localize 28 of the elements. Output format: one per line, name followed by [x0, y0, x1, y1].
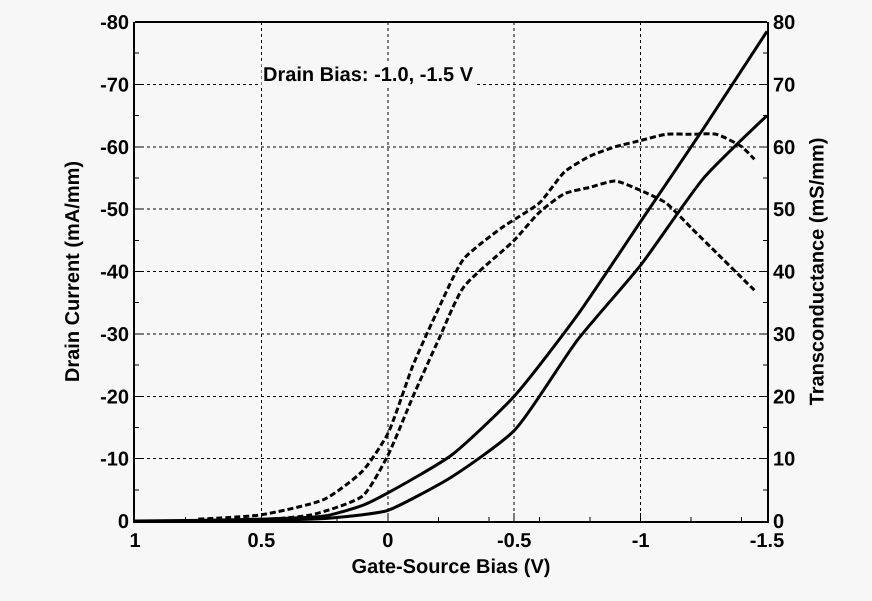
- y-tick-label: -80: [100, 12, 129, 34]
- x-tick-label: -1: [632, 530, 650, 552]
- y2-tick-label: 0: [773, 511, 784, 533]
- y2-tick-label: 80: [773, 12, 796, 34]
- y2-tick-label: 40: [773, 262, 796, 284]
- y2-axis-title: Transconductance (mS/mm): [806, 138, 828, 406]
- x-tick-label: 0: [382, 530, 394, 552]
- x-tick-label: -1.5: [750, 530, 784, 552]
- y2-tick-label: 10: [773, 448, 796, 471]
- y2-tick-label: 50: [773, 199, 796, 222]
- y2-tick-label: 30: [773, 324, 796, 346]
- y-tick-label: -20: [100, 386, 129, 408]
- x-tick-label: 0.5: [247, 530, 276, 552]
- x-tick-label: -0.5: [496, 530, 532, 552]
- y-tick-label: -30: [100, 324, 129, 346]
- y-tick-label: 0: [118, 511, 129, 533]
- x-tick-label: 1: [129, 530, 141, 552]
- x-axis-title: Gate-Source Bias (V): [352, 556, 550, 578]
- y2-tick-label: 70: [773, 74, 796, 96]
- annotation: Drain Bias: -1.0, -1.5 V: [263, 64, 474, 86]
- y-tick-label: -10: [100, 448, 129, 471]
- y-tick-label: -40: [100, 262, 129, 284]
- y-axis-title: Drain Current (mA/mm): [62, 160, 84, 382]
- y2-tick-label: 60: [773, 136, 796, 159]
- y-tick-label: -50: [100, 199, 129, 222]
- y2-tick-label: 20: [773, 386, 796, 408]
- y-tick-label: -70: [100, 74, 129, 96]
- y-tick-label: -60: [100, 136, 129, 159]
